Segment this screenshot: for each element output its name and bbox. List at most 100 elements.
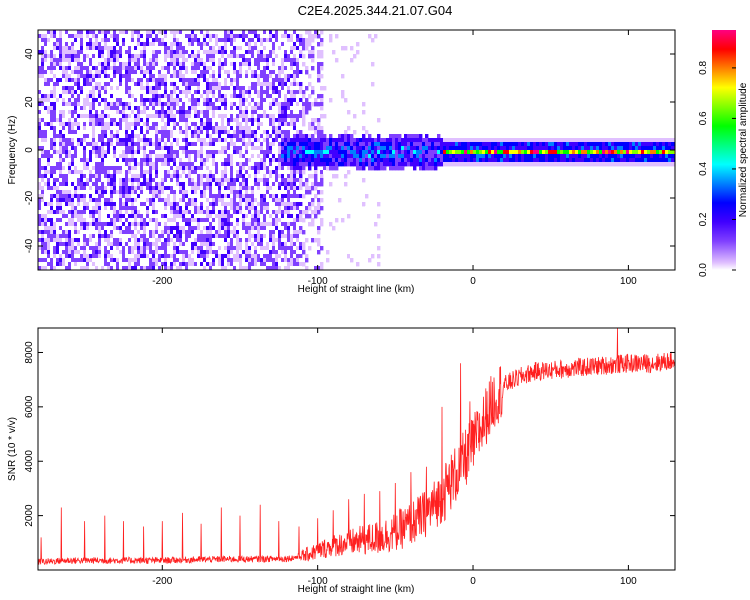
- heatmap-cell: [173, 114, 177, 119]
- heatmap-cell: [149, 178, 153, 183]
- heatmap-cell: [89, 258, 93, 263]
- heatmap-cell: [83, 114, 87, 119]
- heatmap-cell: [230, 110, 234, 115]
- heatmap-cell: [143, 102, 147, 107]
- heatmap-cell: [212, 250, 216, 255]
- heatmap-cell: [62, 230, 66, 235]
- heatmap-cell: [284, 106, 288, 111]
- heatmap-cell: [125, 54, 129, 59]
- heatmap-cell: [203, 234, 207, 239]
- heatmap-cell: [260, 82, 264, 87]
- heatmap-cell: [200, 42, 204, 47]
- heatmap-cell: [149, 102, 153, 107]
- heatmap-cell: [209, 258, 213, 263]
- heatmap-cell: [134, 86, 138, 91]
- heatmap-cell: [41, 226, 45, 231]
- heatmap-cell: [68, 262, 72, 267]
- heatmap-cell: [200, 78, 204, 83]
- heatmap-cell: [173, 42, 177, 47]
- heatmap-cell: [80, 234, 84, 239]
- heatmap-cell: [71, 198, 75, 203]
- heatmap-cell: [194, 206, 198, 211]
- heatmap-cell: [176, 98, 180, 103]
- heatmap-cell: [146, 142, 150, 147]
- heatmap-cell: [266, 54, 270, 59]
- heatmap-cell: [218, 154, 222, 159]
- heatmap-cell: [272, 158, 276, 163]
- heatmap-cell: [92, 114, 96, 119]
- heatmap-cell: [161, 118, 165, 123]
- heatmap-cell: [140, 206, 144, 211]
- heatmap-cell: [62, 226, 66, 231]
- heatmap-cell: [80, 90, 84, 95]
- heatmap-cell: [89, 66, 93, 71]
- heatmap-cell: [101, 150, 105, 155]
- heatmap-cell: [98, 118, 102, 123]
- heatmap-cell: [212, 142, 216, 147]
- heatmap-cell: [236, 242, 240, 247]
- heatmap-cell: [68, 66, 72, 71]
- heatmap-cell: [185, 202, 189, 207]
- heatmap-cell: [209, 138, 213, 143]
- heatmap-cell: [68, 178, 72, 183]
- heatmap-cell: [281, 46, 285, 51]
- heatmap-cell: [140, 158, 144, 163]
- heatmap-cell: [119, 110, 123, 115]
- heatmap-cell: [92, 94, 96, 99]
- heatmap-cell: [236, 46, 240, 51]
- heatmap-cell: [134, 106, 138, 111]
- heatmap-cell: [236, 126, 240, 131]
- heatmap-cell: [200, 158, 204, 163]
- heatmap-cell: [260, 234, 264, 239]
- heatmap-cell: [122, 250, 126, 255]
- heatmap-cell: [203, 82, 207, 87]
- heatmap-cell: [74, 90, 78, 95]
- heatmap-cell: [101, 246, 105, 251]
- heatmap-cell: [167, 214, 171, 219]
- heatmap-cell: [152, 82, 156, 87]
- heatmap-cell: [44, 170, 48, 175]
- heatmap-cell: [161, 134, 165, 139]
- heatmap-cell: [110, 226, 114, 231]
- heatmap-cell: [212, 54, 216, 59]
- heatmap-cell: [140, 174, 144, 179]
- heatmap-cell: [278, 218, 282, 223]
- heatmap-cell: [224, 246, 228, 251]
- heatmap-cell: [191, 194, 195, 199]
- heatmap-cell: [236, 218, 240, 223]
- heatmap-cell: [158, 246, 162, 251]
- heatmap-cell: [242, 198, 246, 203]
- heatmap-cell: [245, 54, 249, 59]
- heatmap-cell: [155, 182, 159, 187]
- heatmap-cell: [83, 66, 87, 71]
- heatmap-cell: [104, 230, 108, 235]
- heatmap-cell: [86, 250, 90, 255]
- heatmap-cell: [98, 94, 102, 99]
- heatmap-cell: [266, 166, 270, 171]
- heatmap-cell: [209, 182, 213, 187]
- heatmap-cell: [233, 150, 237, 155]
- heatmap-cell: [167, 186, 171, 191]
- heatmap-cell: [101, 114, 105, 119]
- heatmap-cell: [167, 202, 171, 207]
- heatmap-cell: [176, 246, 180, 251]
- heatmap-cell: [119, 138, 123, 143]
- heatmap-cell: [200, 186, 204, 191]
- heatmap-cell: [41, 126, 45, 131]
- heatmap-cell: [284, 170, 288, 175]
- heatmap-cell: [212, 194, 216, 199]
- heatmap-cell: [230, 102, 234, 107]
- heatmap-cell: [218, 206, 222, 211]
- heatmap-cell: [194, 130, 198, 135]
- heatmap-cell: [152, 74, 156, 79]
- heatmap-cell: [110, 162, 114, 167]
- heatmap-cell: [164, 142, 168, 147]
- heatmap-cell: [182, 190, 186, 195]
- heatmap-cell: [224, 74, 228, 79]
- heatmap-cell: [92, 254, 96, 259]
- heatmap-cell: [179, 154, 183, 159]
- heatmap-cell: [248, 86, 252, 91]
- heatmap-cell: [188, 46, 192, 51]
- heatmap-cell: [251, 66, 255, 71]
- heatmap-cell: [230, 258, 234, 263]
